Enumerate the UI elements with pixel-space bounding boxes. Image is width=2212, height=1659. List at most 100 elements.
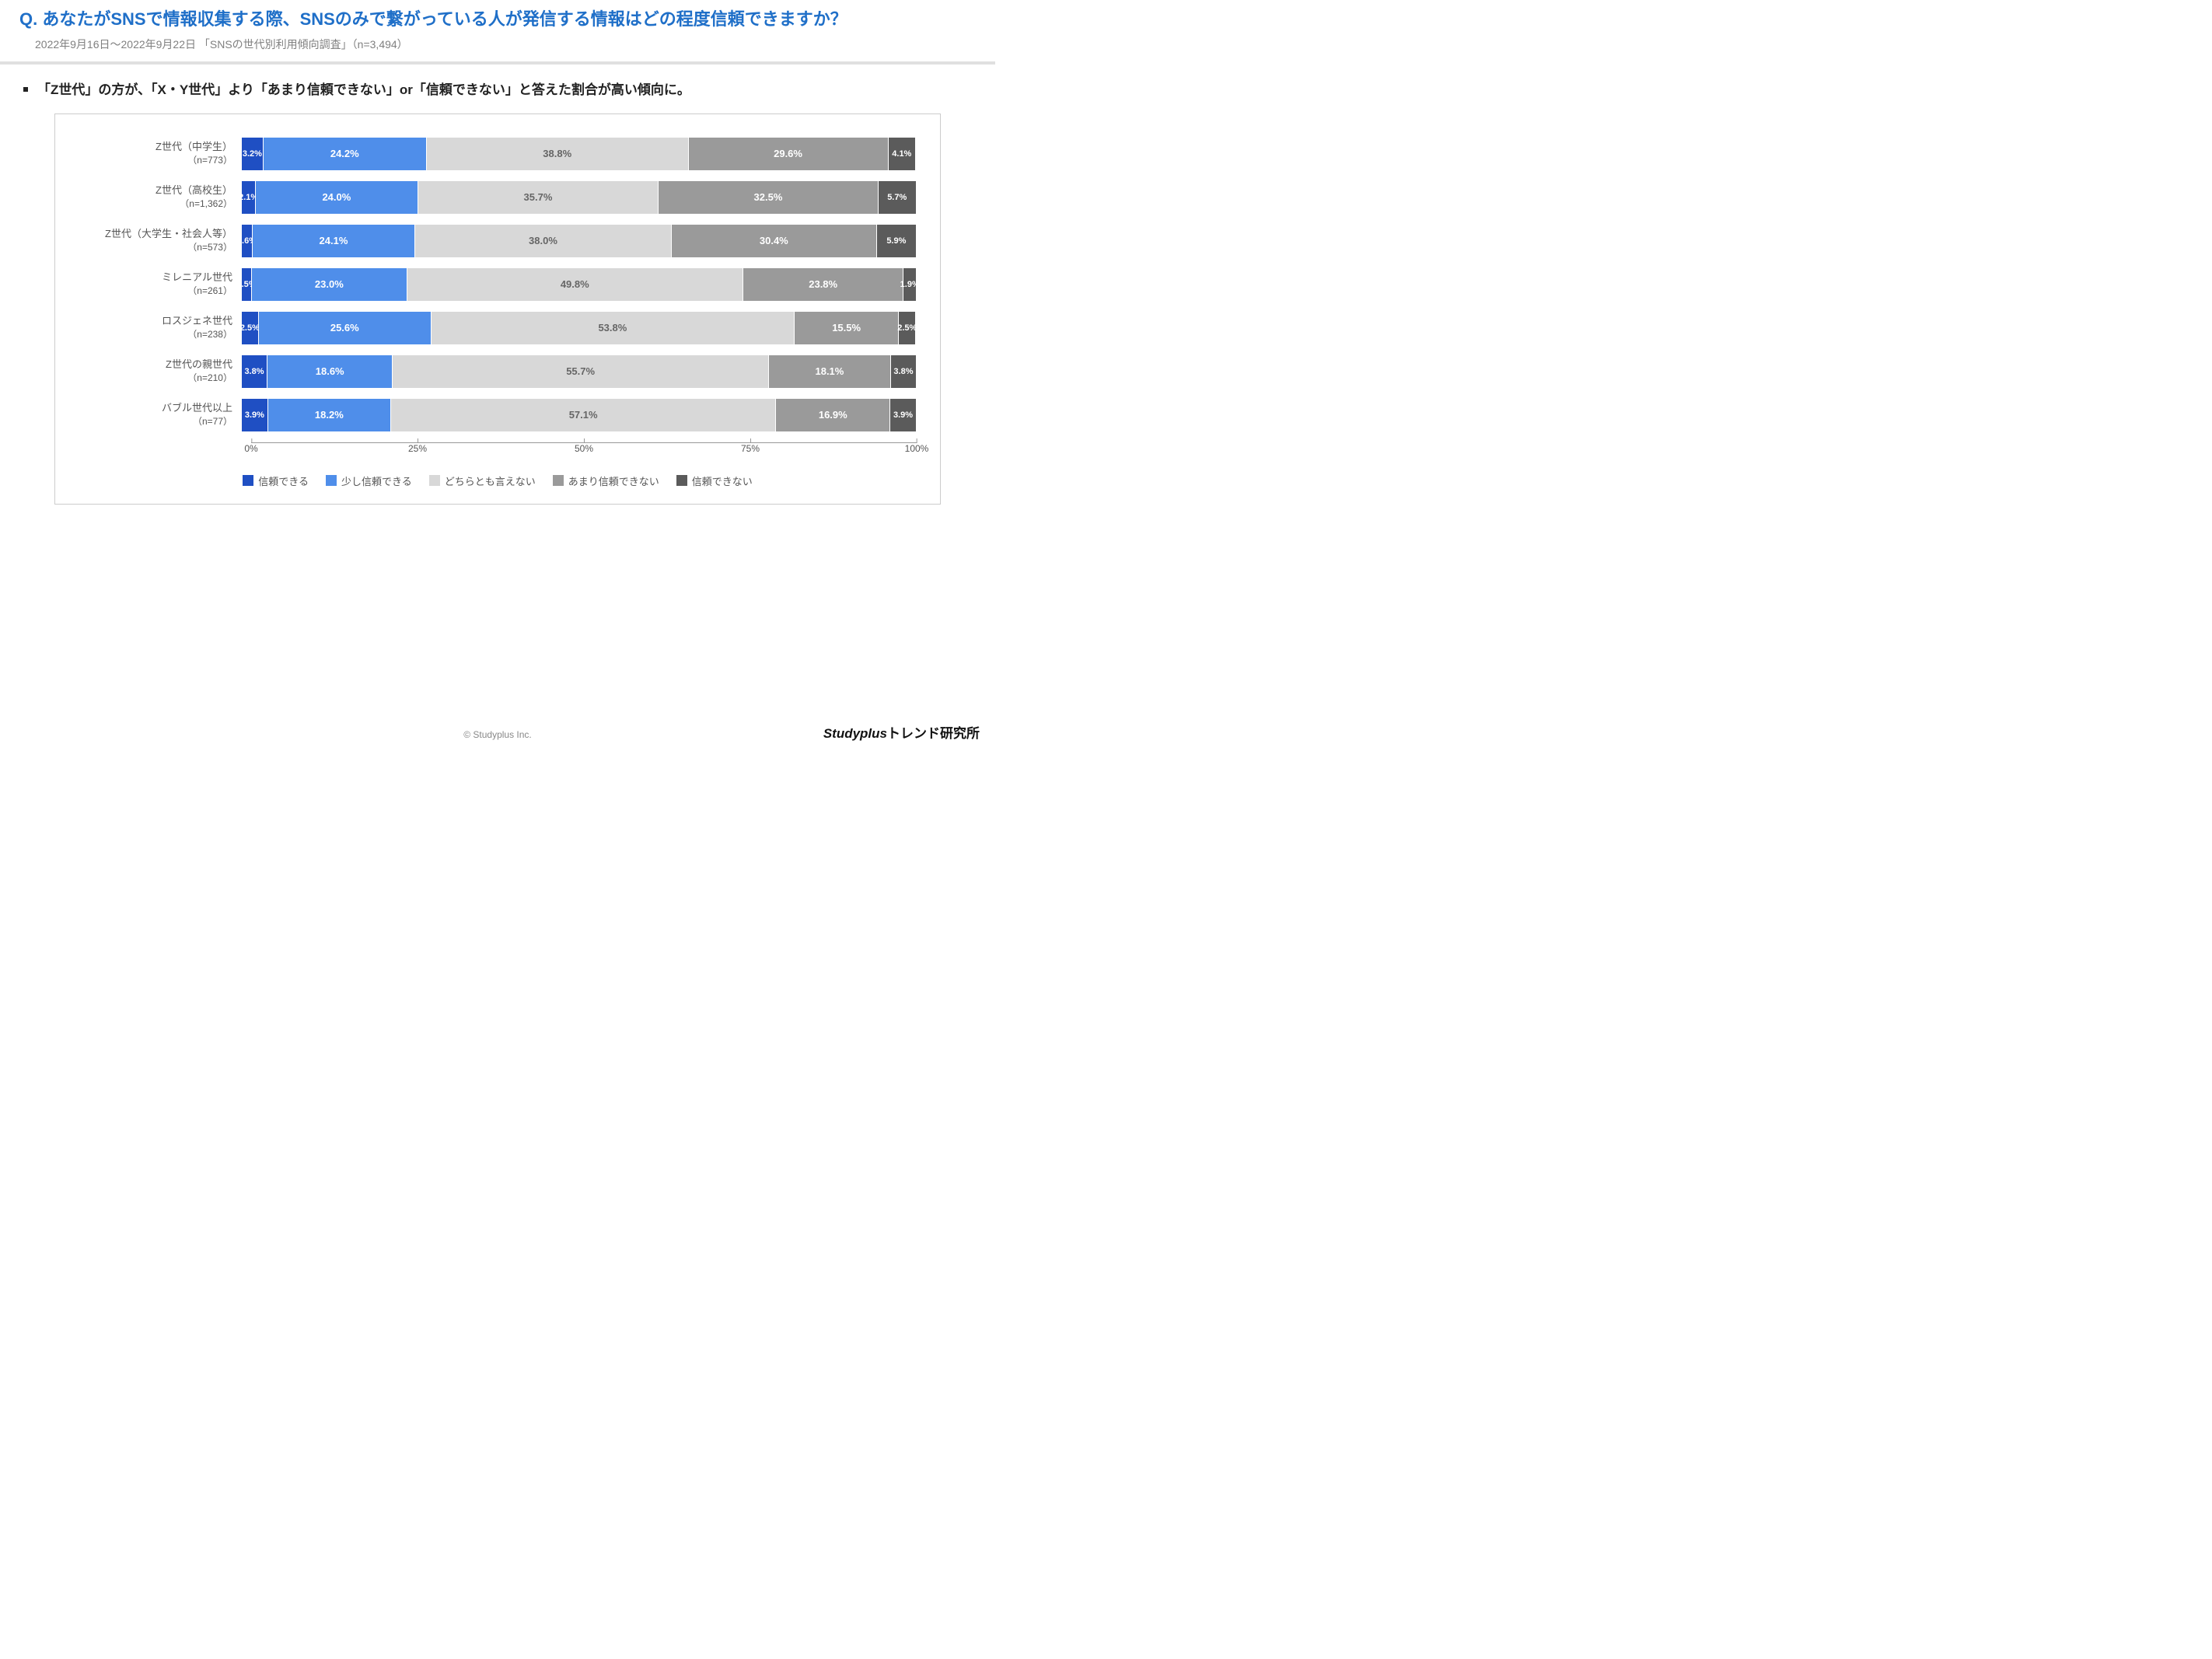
bar-segment: 38.8% <box>427 138 689 170</box>
row-label: ロスジェネ世代（n=238） <box>79 314 242 341</box>
bar-segment: 3.8% <box>242 355 267 388</box>
bar: 3.9%18.2%57.1%16.9%3.9% <box>242 399 917 431</box>
bar-segment: 30.4% <box>672 225 877 257</box>
n-label: （n=573） <box>79 241 232 254</box>
category-label: バブル世代以上 <box>79 401 232 415</box>
bar: 2.5%25.6%53.8%15.5%2.5% <box>242 312 917 344</box>
bar-segment: 49.8% <box>407 268 743 301</box>
brand-label: Studyplusトレンド研究所 <box>823 722 980 742</box>
chart-row: ミレニアル世代（n=261）1.5%23.0%49.8%23.8%1.9% <box>79 268 917 301</box>
chart-row: Z世代（中学生）（n=773）3.2%24.2%38.8%29.6%4.1% <box>79 138 917 170</box>
n-label: （n=261） <box>79 285 232 298</box>
survey-meta: 2022年9月16日～2022年9月22日 「SNSの世代別利用傾向調査」（n=… <box>19 37 976 57</box>
bar-segment: 57.1% <box>391 399 777 431</box>
x-axis-inner: 0%25%50%75%100% <box>251 442 917 461</box>
bar-segment: 5.9% <box>877 225 917 257</box>
n-label: （n=238） <box>79 328 232 341</box>
bar-segment: 55.7% <box>393 355 768 388</box>
chart-container: Z世代（中学生）（n=773）3.2%24.2%38.8%29.6%4.1%Z世… <box>54 114 941 505</box>
bar-segment: 24.2% <box>264 138 427 170</box>
chart-row: Z世代（大学生・社会人等）（n=573）1.6%24.1%38.0%30.4%5… <box>79 225 917 257</box>
legend-label: あまり信頼できない <box>568 473 659 488</box>
legend-swatch <box>676 475 687 486</box>
bar-segment: 38.0% <box>415 225 672 257</box>
bullet-icon <box>23 87 28 92</box>
brand-jp: トレンド研究所 <box>887 726 980 741</box>
bar-segment: 16.9% <box>776 399 890 431</box>
legend-swatch <box>326 475 337 486</box>
bar: 1.5%23.0%49.8%23.8%1.9% <box>242 268 917 301</box>
n-label: （n=210） <box>79 372 232 385</box>
row-label: ミレニアル世代（n=261） <box>79 271 242 298</box>
legend-item: 少し信頼できる <box>326 473 412 488</box>
bar: 2.1%24.0%35.7%32.5%5.7% <box>242 181 917 214</box>
row-label: Z世代（高校生）（n=1,362） <box>79 183 242 211</box>
insight-label: 「Z世代」の方が、「X・Y世代」より「あまり信頼できない」or「信頼できない」と… <box>37 82 690 97</box>
chart-row: バブル世代以上（n=77）3.9%18.2%57.1%16.9%3.9% <box>79 399 917 431</box>
bar-segment: 18.1% <box>769 355 891 388</box>
bar: 3.2%24.2%38.8%29.6%4.1% <box>242 138 917 170</box>
legend-item: どちらとも言えない <box>429 473 536 488</box>
bar-segment: 3.9% <box>242 399 268 431</box>
bar-segment: 15.5% <box>795 312 900 344</box>
legend: 信頼できる 少し信頼できる どちらとも言えない あまり信頼できない 信頼できない <box>79 473 917 488</box>
legend-item: あまり信頼できない <box>553 473 659 488</box>
insight-text: 「Z世代」の方が、「X・Y世代」より「あまり信頼できない」or「信頼できない」と… <box>0 65 995 106</box>
legend-swatch <box>553 475 564 486</box>
axis-tick: 100% <box>905 443 929 454</box>
bar-segment: 2.1% <box>242 181 256 214</box>
bar-segment: 3.9% <box>890 399 917 431</box>
bar-segment: 29.6% <box>689 138 889 170</box>
bar-segment: 18.6% <box>267 355 393 388</box>
bar-segment: 24.1% <box>253 225 415 257</box>
n-label: （n=1,362） <box>79 197 232 211</box>
legend-label: 少し信頼できる <box>341 473 412 488</box>
bar-segment: 1.9% <box>903 268 916 301</box>
category-label: Z世代の親世代 <box>79 358 232 372</box>
legend-item: 信頼できる <box>243 473 309 488</box>
bar-segment: 4.1% <box>889 138 917 170</box>
category-label: ロスジェネ世代 <box>79 314 232 328</box>
axis-tick: 25% <box>408 443 427 454</box>
bar-segment: 2.5% <box>242 312 259 344</box>
n-label: （n=773） <box>79 154 232 167</box>
legend-label: どちらとも言えない <box>445 473 536 488</box>
bar: 3.8%18.6%55.7%18.1%3.8% <box>242 355 917 388</box>
x-axis: 0%25%50%75%100% <box>242 442 917 461</box>
chart-row: ロスジェネ世代（n=238）2.5%25.6%53.8%15.5%2.5% <box>79 312 917 344</box>
bar-segment: 3.2% <box>242 138 264 170</box>
page-title: Q. あなたがSNSで情報収集する際、SNSのみで繋がっている人が発信する情報は… <box>19 8 976 32</box>
legend-label: 信頼できない <box>692 473 753 488</box>
chart-row: Z世代の親世代（n=210）3.8%18.6%55.7%18.1%3.8% <box>79 355 917 388</box>
bar-segment: 53.8% <box>432 312 795 344</box>
legend-swatch <box>243 475 253 486</box>
category-label: Z世代（中学生） <box>79 140 232 154</box>
bar: 1.6%24.1%38.0%30.4%5.9% <box>242 225 917 257</box>
legend-swatch <box>429 475 440 486</box>
bar-segment: 1.6% <box>242 225 253 257</box>
bar-segment: 25.6% <box>259 312 432 344</box>
axis-tick: 75% <box>741 443 760 454</box>
bar-segment: 24.0% <box>256 181 418 214</box>
header: Q. あなたがSNSで情報収集する際、SNSのみで繋がっている人が発信する情報は… <box>0 0 995 65</box>
row-label: バブル世代以上（n=77） <box>79 401 242 428</box>
axis-tick: 0% <box>244 443 257 454</box>
bar-segment: 18.2% <box>268 399 391 431</box>
bar-segment: 3.8% <box>891 355 917 388</box>
bar-segment: 35.7% <box>418 181 659 214</box>
chart-row: Z世代（高校生）（n=1,362）2.1%24.0%35.7%32.5%5.7% <box>79 181 917 214</box>
n-label: （n=77） <box>79 415 232 428</box>
brand-en: Studyplus <box>823 726 887 741</box>
row-label: Z世代の親世代（n=210） <box>79 358 242 385</box>
bar-segment: 1.5% <box>242 268 252 301</box>
legend-label: 信頼できる <box>258 473 309 488</box>
bar-segment: 23.0% <box>252 268 407 301</box>
row-label: Z世代（中学生）（n=773） <box>79 140 242 167</box>
chart-rows: Z世代（中学生）（n=773）3.2%24.2%38.8%29.6%4.1%Z世… <box>79 138 917 431</box>
category-label: Z世代（高校生） <box>79 183 232 197</box>
category-label: ミレニアル世代 <box>79 271 232 285</box>
axis-tick: 50% <box>575 443 593 454</box>
legend-item: 信頼できない <box>676 473 753 488</box>
row-label: Z世代（大学生・社会人等）（n=573） <box>79 227 242 254</box>
bar-segment: 2.5% <box>899 312 916 344</box>
